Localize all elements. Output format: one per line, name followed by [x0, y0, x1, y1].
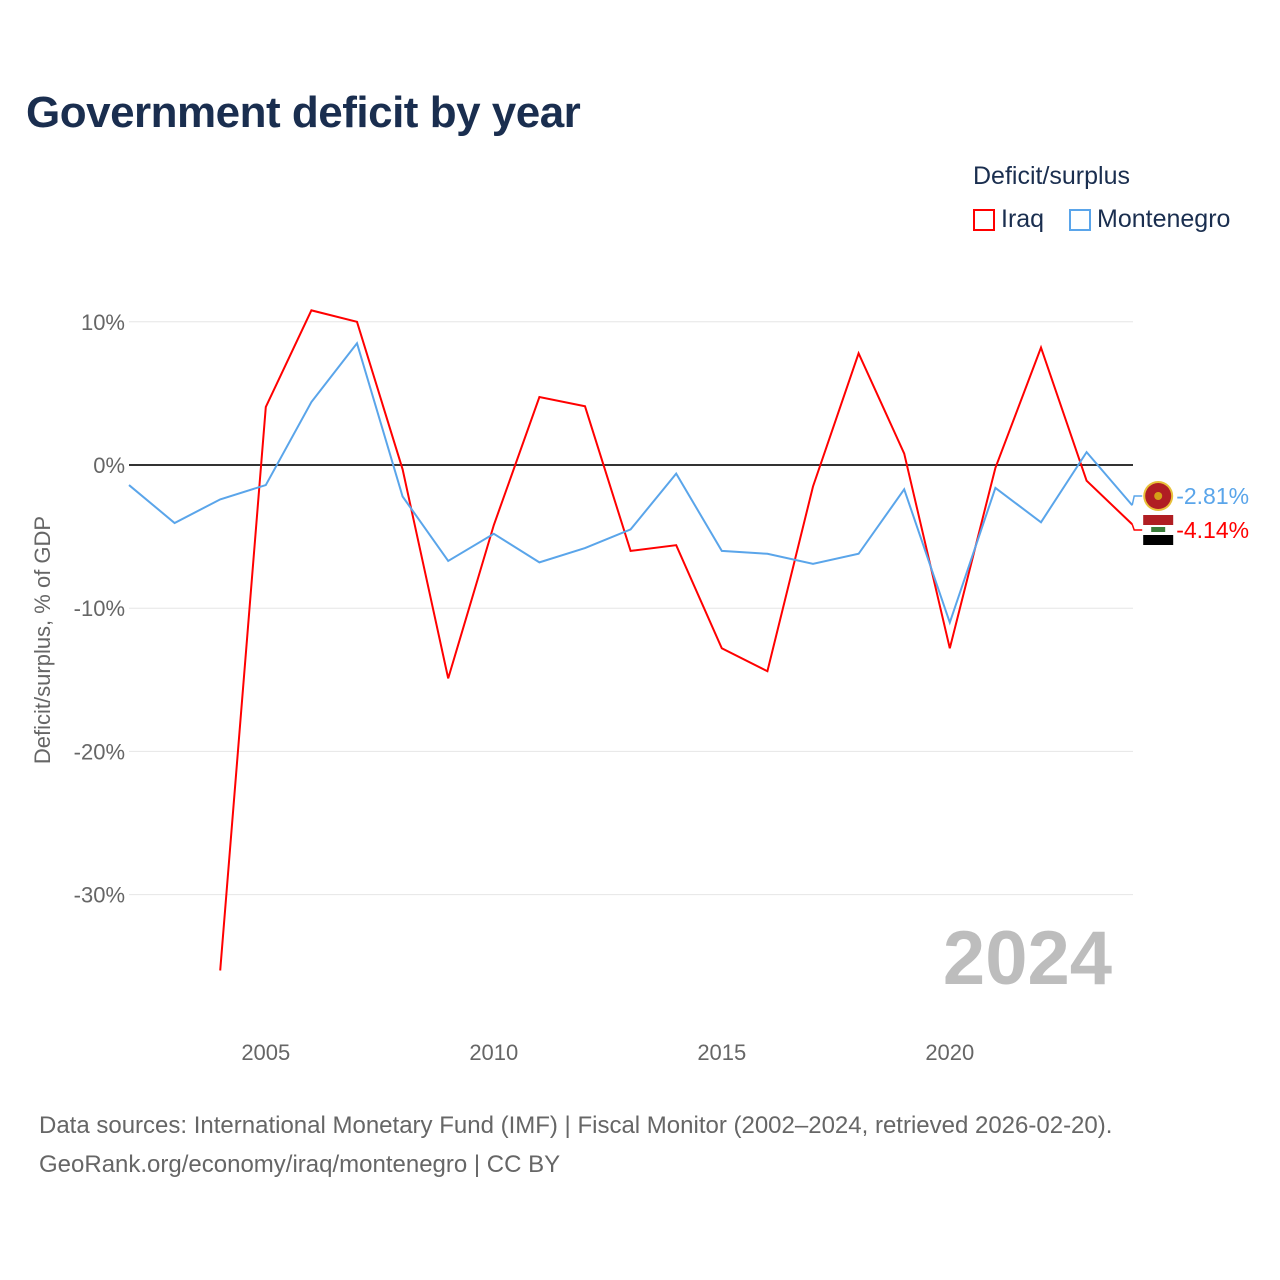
legend-swatch-montenegro — [1069, 208, 1091, 231]
end-value-label: -4.14% — [1176, 517, 1249, 543]
flag-icon-montenegro — [1143, 481, 1174, 511]
y-tick-label: 10% — [81, 310, 125, 335]
footer: Data sources: International Monetary Fun… — [39, 1106, 1112, 1184]
year-watermark: 2024 — [943, 916, 1112, 1001]
x-tick-label: 2005 — [241, 1040, 290, 1065]
data-source: Data sources: International Monetary Fun… — [39, 1112, 1113, 1139]
x-tick-label: 2020 — [925, 1040, 974, 1065]
flag-icon-iraq — [1143, 515, 1174, 545]
legend-label: Iraq — [1001, 205, 1045, 233]
end-value-label: -2.81% — [1176, 483, 1249, 509]
source-link[interactable]: GeoRank.org/economy/iraq/montenegro | CC… — [39, 1151, 561, 1178]
legend-swatch-iraq — [973, 208, 995, 231]
legend-title: Deficit/surplus — [973, 162, 1130, 190]
chart-area: 10% 0% -10% -20% -30% 2005 2010 2015 2020 2024 D… — [30, 309, 1249, 1065]
legend-item-montenegro[interactable]: Montenegro — [1069, 205, 1230, 234]
y-tick-label: -30% — [74, 883, 125, 908]
chart-title: Government deficit by year — [26, 88, 581, 137]
flag-stripe — [1143, 535, 1174, 545]
x-tick-label: 2010 — [469, 1040, 518, 1065]
series-line-montenegro — [128, 341, 1133, 626]
flag-emblem — [1151, 527, 1166, 532]
y-tick-label: -20% — [74, 739, 125, 764]
y-tick-label: 0% — [93, 453, 125, 478]
flag-stripe — [1143, 515, 1174, 525]
x-tick-label: 2015 — [697, 1040, 746, 1065]
y-axis-label: Deficit/surplus, % of GDP — [30, 516, 55, 764]
legend-label: Montenegro — [1097, 205, 1231, 233]
label-connector — [1131, 524, 1143, 531]
label-connector — [1131, 495, 1143, 506]
series-line-iraq — [219, 309, 1133, 971]
y-tick-label: -10% — [74, 596, 125, 621]
legend-item-iraq[interactable]: Iraq — [973, 205, 1044, 234]
flag-emblem — [1154, 492, 1163, 500]
